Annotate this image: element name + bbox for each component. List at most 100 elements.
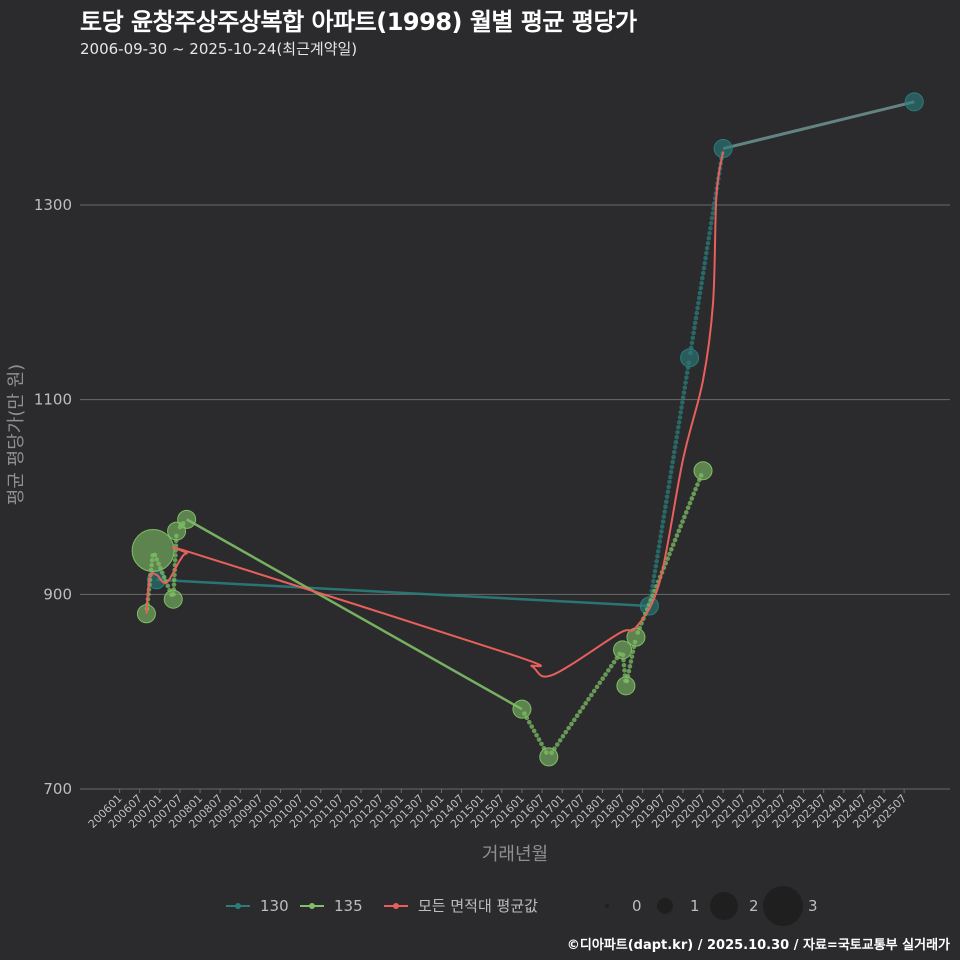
trend-dot: [574, 713, 580, 719]
legend-marker: [235, 903, 241, 909]
trend-dot: [655, 549, 661, 554]
trend-dot: [680, 519, 685, 524]
trend-dot: [554, 742, 560, 747]
trend-dot: [674, 533, 680, 538]
trend-dot: [654, 559, 659, 564]
source-credit: ©디아파트(dapt.kr) / 2025.10.30 / 자료=국토교통부 실…: [566, 938, 950, 953]
y-axis: 700 900 1100 1300: [34, 196, 72, 798]
trend-dot: [702, 260, 708, 266]
trend-dot: [695, 482, 700, 487]
series-130: [146, 92, 924, 616]
trend-dot: [672, 537, 678, 543]
series-average-line: [145, 151, 725, 678]
trend-dot: [663, 499, 669, 505]
data-point: [512, 699, 532, 719]
trend-dot: [652, 568, 658, 574]
series-130-line: [156, 578, 650, 608]
trend-dot: [171, 582, 177, 587]
trend-dot: [700, 270, 706, 276]
series-135: [131, 461, 713, 767]
trend-dot: [691, 330, 696, 336]
trend-dot: [665, 489, 671, 495]
trend-dot: [664, 494, 670, 500]
trend-dot: [663, 504, 668, 510]
chart-title: 토당 윤창주상주상복합 아파트(1998) 월별 평균 평당가: [80, 8, 637, 36]
trend-dot: [689, 340, 695, 346]
trend-dot: [692, 325, 697, 331]
trend-dot: [690, 335, 696, 341]
legend-item: 135: [300, 897, 363, 915]
trend-dot: [594, 684, 600, 690]
trend-dot: [677, 415, 683, 420]
trend-dot: [536, 737, 542, 742]
trend-dot: [687, 500, 693, 506]
trend-dot: [678, 523, 683, 529]
legend-size-marker: [605, 904, 609, 908]
legend-size-item: 1: [657, 897, 700, 915]
trend-dot: [586, 696, 591, 702]
trend-dot: [600, 676, 605, 681]
trend-dot: [680, 400, 685, 405]
data-point: [713, 139, 733, 159]
trend-dot: [650, 583, 655, 589]
legend-size-marker: [763, 886, 803, 926]
trend-dot: [674, 434, 680, 440]
trend-dot: [689, 496, 695, 501]
trend-dot: [667, 474, 673, 480]
legend-size-marker: [710, 892, 738, 920]
trend-dot: [673, 439, 679, 445]
trend-dot: [705, 240, 711, 246]
trend-dot: [529, 724, 535, 729]
trend-dot: [666, 484, 671, 490]
trend-dot: [657, 539, 663, 544]
chart-subtitle: 2006-09-30 ~ 2025-10-24(최근계약일): [80, 40, 358, 58]
trend-dot: [526, 719, 532, 725]
trend-dot: [671, 454, 676, 460]
trend-dot: [695, 305, 700, 311]
trend-dot: [668, 469, 674, 475]
trend-dot: [676, 425, 681, 430]
legend-size-item: 2: [710, 892, 759, 920]
legend-size-label: 3: [808, 897, 818, 915]
trend-dot: [699, 280, 704, 286]
trend-dot: [693, 315, 699, 321]
trend-dot: [684, 370, 690, 376]
trend-dot: [557, 738, 563, 743]
trend-dot: [628, 659, 634, 664]
trend-dot: [159, 570, 165, 575]
legend-size-label: 0: [632, 897, 642, 915]
trend-dot: [680, 395, 686, 400]
data-point: [539, 747, 559, 767]
trend-dot: [676, 420, 682, 425]
legend-marker: [393, 903, 399, 909]
trend-dot: [706, 235, 712, 241]
trend-dot: [711, 206, 716, 211]
trend-dot: [685, 505, 691, 511]
trend-dot: [704, 245, 710, 251]
trend-dot: [627, 664, 633, 669]
data-point: [613, 640, 633, 660]
trend-dot: [692, 320, 698, 326]
legend-size-item: 3: [763, 886, 818, 926]
trend-dot: [675, 429, 680, 435]
trend-dot: [672, 444, 678, 450]
y-tick-label: 1100: [34, 391, 72, 409]
trend-dot: [681, 390, 687, 395]
trend-dot: [670, 459, 676, 465]
trend-dot: [700, 275, 705, 281]
trend-dot: [608, 663, 614, 669]
legend-label: 135: [334, 897, 363, 915]
trend-dot: [670, 542, 676, 547]
trend-dot: [589, 692, 594, 698]
trend-dot: [583, 701, 588, 706]
data-point: [177, 509, 197, 529]
trend-dot: [682, 514, 687, 520]
data-point: [163, 589, 183, 609]
series-group: [131, 92, 924, 767]
trend-dot: [703, 255, 708, 261]
trend-dot: [606, 668, 611, 673]
legend-label: 130: [260, 897, 289, 915]
trend-dot: [667, 551, 672, 557]
trend-dot: [622, 668, 627, 673]
